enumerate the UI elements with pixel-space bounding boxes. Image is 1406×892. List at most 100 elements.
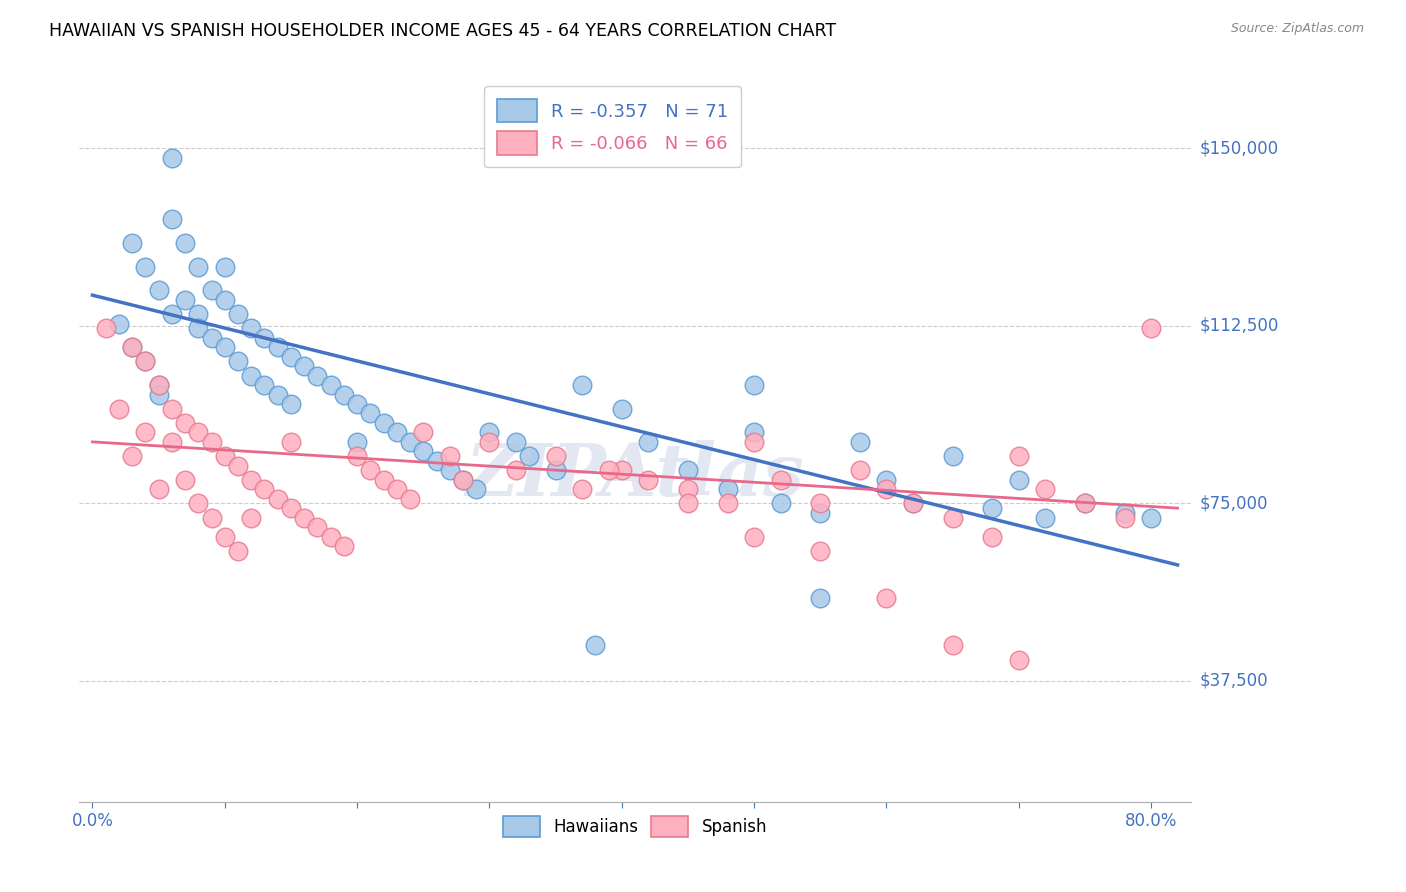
Point [200, 434, 222, 449]
Point [505, 463, 527, 477]
Point [465, 482, 488, 496]
Point [174, 236, 197, 251]
Point [214, 340, 236, 354]
Point [373, 473, 395, 487]
Point [240, 473, 263, 487]
Point [240, 368, 263, 383]
Point [571, 482, 593, 496]
Point [942, 510, 965, 524]
Point [359, 407, 381, 421]
Point [1074, 496, 1097, 510]
Point [583, 639, 606, 653]
Point [108, 317, 131, 331]
Point [742, 434, 765, 449]
Point [319, 529, 342, 543]
Point [769, 473, 792, 487]
Point [307, 520, 329, 534]
Point [148, 378, 170, 392]
Point [200, 510, 222, 524]
Point [399, 491, 422, 506]
Point [875, 591, 897, 605]
Point [451, 473, 474, 487]
Point [676, 496, 699, 510]
Point [676, 463, 699, 477]
Point [253, 378, 276, 392]
Point [1008, 473, 1031, 487]
Point [280, 350, 302, 364]
Point [280, 434, 302, 449]
Point [942, 449, 965, 463]
Point [187, 307, 209, 321]
Point [901, 496, 924, 510]
Point [94, 321, 117, 335]
Point [808, 543, 831, 558]
Point [121, 340, 143, 354]
Point [333, 539, 356, 553]
Point [148, 482, 170, 496]
Point [214, 449, 236, 463]
Point [439, 463, 461, 477]
Point [981, 501, 1004, 516]
Point [742, 378, 765, 392]
Point [849, 463, 872, 477]
Point [346, 397, 368, 411]
Point [1140, 510, 1163, 524]
Point [267, 387, 290, 401]
Point [1008, 449, 1031, 463]
Point [676, 482, 699, 496]
Point [981, 529, 1004, 543]
Point [240, 321, 263, 335]
Point [875, 482, 897, 496]
Point [280, 397, 302, 411]
Point [333, 387, 356, 401]
Point [1074, 496, 1097, 510]
Point [505, 434, 527, 449]
Point [134, 354, 156, 368]
Point [174, 293, 197, 307]
Point [267, 491, 290, 506]
Point [226, 354, 249, 368]
Point [439, 449, 461, 463]
Point [121, 449, 143, 463]
Point [187, 260, 209, 274]
Point [226, 307, 249, 321]
Point [292, 359, 315, 373]
Point [226, 543, 249, 558]
Point [148, 284, 170, 298]
Point [610, 463, 633, 477]
Point [160, 401, 183, 416]
Point [808, 591, 831, 605]
Text: $150,000: $150,000 [1199, 139, 1278, 157]
Point [187, 496, 209, 510]
Text: ZIPAtlas: ZIPAtlas [465, 441, 804, 511]
Point [108, 401, 131, 416]
Point [637, 434, 659, 449]
Point [121, 340, 143, 354]
Point [637, 473, 659, 487]
Point [134, 354, 156, 368]
Point [214, 529, 236, 543]
Point [717, 496, 740, 510]
Point [373, 416, 395, 430]
Text: HAWAIIAN VS SPANISH HOUSEHOLDER INCOME AGES 45 - 64 YEARS CORRELATION CHART: HAWAIIAN VS SPANISH HOUSEHOLDER INCOME A… [49, 22, 837, 40]
Point [214, 293, 236, 307]
Point [148, 378, 170, 392]
Text: $37,500: $37,500 [1199, 672, 1268, 690]
Text: $112,500: $112,500 [1199, 317, 1278, 334]
Point [808, 496, 831, 510]
Point [517, 449, 540, 463]
Text: Source: ZipAtlas.com: Source: ZipAtlas.com [1230, 22, 1364, 36]
Point [1140, 321, 1163, 335]
Point [1033, 482, 1056, 496]
Point [1008, 652, 1031, 666]
Point [174, 416, 197, 430]
Point [385, 482, 408, 496]
Point [160, 434, 183, 449]
Point [544, 463, 567, 477]
Point [399, 434, 422, 449]
Point [280, 501, 302, 516]
Point [134, 425, 156, 440]
Point [187, 321, 209, 335]
Point [808, 506, 831, 520]
Point [292, 510, 315, 524]
